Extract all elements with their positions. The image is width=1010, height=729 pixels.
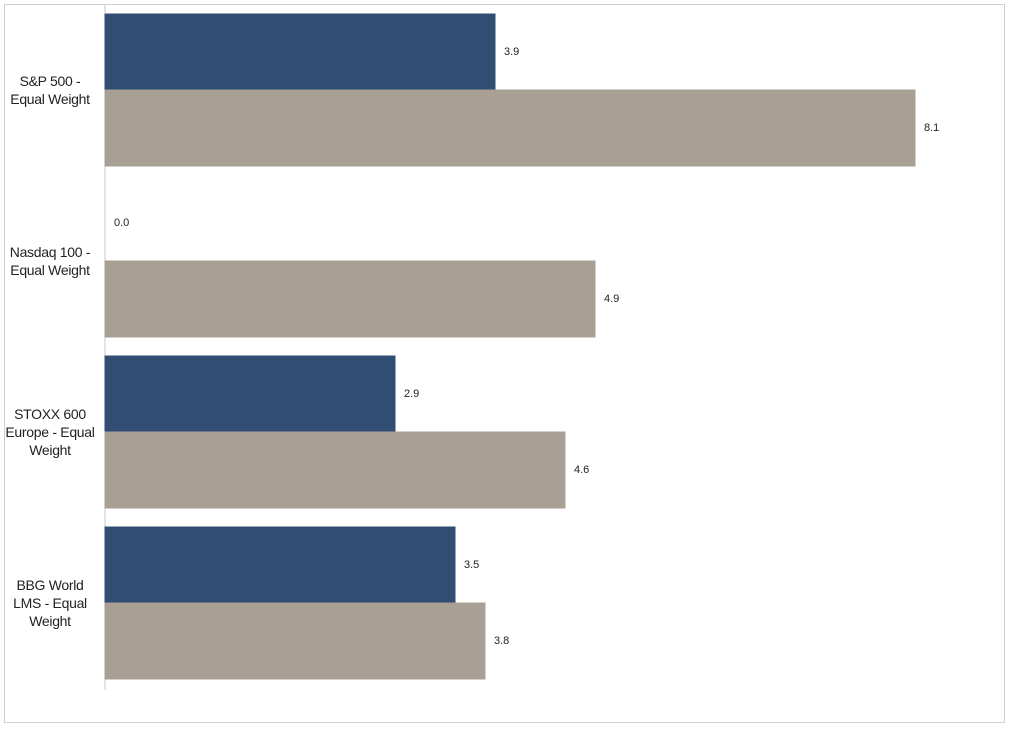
- value-label: 0.0: [114, 217, 129, 229]
- bar: [104, 260, 596, 338]
- category-label: BBG World LMS - Equal Weight: [13, 577, 87, 629]
- category-label: STOXX 600 Europe - Equal Weight: [5, 406, 95, 458]
- value-label: 2.9: [404, 388, 419, 400]
- bar: [104, 13, 496, 91]
- bar: [104, 526, 456, 604]
- value-label: 4.6: [574, 464, 589, 476]
- category-label: Nasdaq 100 - Equal Weight: [9, 244, 91, 278]
- bar: [104, 431, 566, 509]
- value-label: 3.8: [494, 635, 509, 647]
- value-label: 8.1: [924, 122, 939, 134]
- bar: [104, 355, 396, 433]
- category-label: S&P 500 - Equal Weight: [10, 73, 90, 107]
- bar: [104, 89, 916, 167]
- chart-border: [4, 4, 1005, 723]
- value-label: 3.5: [464, 559, 479, 571]
- value-label: 3.9: [504, 46, 519, 58]
- value-label: 4.9: [604, 293, 619, 305]
- bar: [104, 602, 486, 680]
